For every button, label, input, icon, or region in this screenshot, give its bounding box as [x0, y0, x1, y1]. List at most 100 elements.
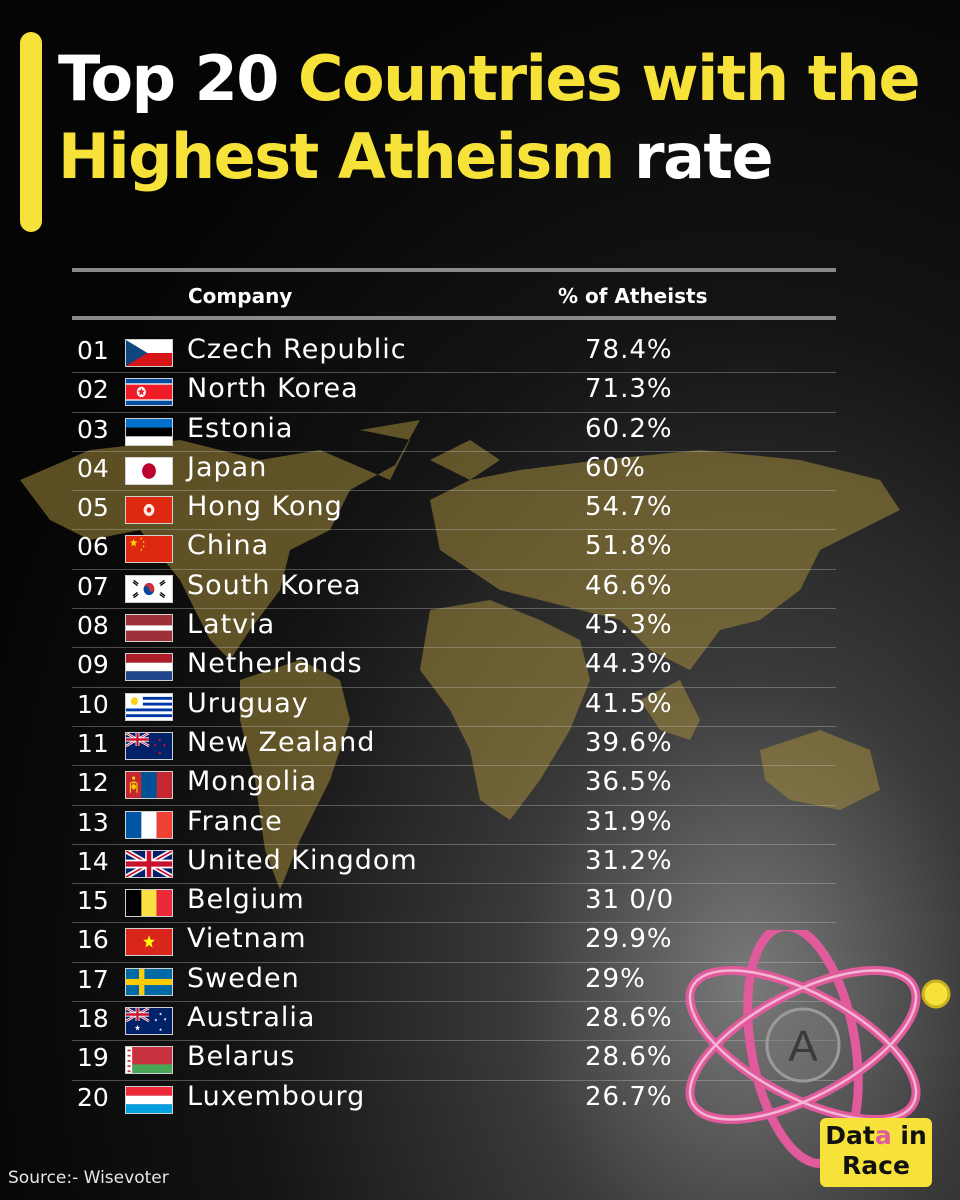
row-country: Mongolia: [187, 766, 318, 798]
row-rank: 14: [77, 846, 109, 876]
row-country: New Zealand: [187, 726, 376, 758]
row-value: 45.3%: [585, 610, 673, 641]
table-row: 17 Sweden 29%: [72, 962, 836, 1003]
table-row: 03 Estonia 60.2%: [72, 413, 836, 452]
title-part-3: Highest Atheism: [58, 120, 615, 193]
row-value: 31 0/0: [585, 885, 675, 916]
row-rank: 05: [77, 493, 109, 523]
table-row: 15 Belgium 31 0/0: [72, 884, 836, 924]
table-row: 10 Uruguay 41.5%: [72, 688, 836, 727]
row-country: Estonia: [187, 412, 294, 444]
row-value: 26.7%: [585, 1081, 673, 1112]
world-map-icon: [20, 420, 900, 890]
flag-estonia-icon: [125, 417, 173, 446]
row-country: Japan: [187, 451, 268, 483]
atom-logo-icon: A: [685, 930, 951, 1169]
row-value: 28.6%: [585, 1003, 673, 1034]
atheism-table: Company % of Atheists 01 Czech Republic 78…: [72, 268, 836, 1114]
row-value: 39.6%: [585, 727, 673, 758]
flag-northkorea-icon: [125, 378, 173, 407]
row-country: South Korea: [187, 569, 362, 601]
row-country: North Korea: [187, 373, 359, 405]
flag-czech-icon: [125, 339, 173, 367]
table-row: 11 New Zealand 39.6%: [72, 726, 836, 767]
flag-vietnam-icon: [125, 928, 173, 957]
table-row: 18 Australia 28.6%: [72, 1002, 836, 1042]
row-rank: 18: [77, 1004, 109, 1034]
row-rank: 17: [77, 964, 109, 994]
page-title: Top 20 Countries with the Highest Atheis…: [58, 40, 948, 196]
row-value: 46.6%: [585, 570, 673, 601]
row-country: Belarus: [187, 1041, 296, 1073]
row-rank: 09: [77, 650, 109, 680]
row-value: 60%: [585, 452, 646, 483]
table-row: 14 United Kingdom 31.2%: [72, 844, 836, 885]
brand-line2: Race: [842, 1151, 910, 1180]
row-value: 29%: [585, 963, 646, 994]
row-country: United Kingdom: [187, 844, 418, 876]
table-row: 01 Czech Republic 78.4%: [72, 334, 836, 374]
row-rank: 19: [77, 1043, 109, 1073]
table-header-rule: [72, 316, 836, 320]
flag-france-icon: [125, 810, 173, 839]
table-row: 19 Belarus 28.6%: [72, 1041, 836, 1081]
row-rank: 16: [77, 925, 109, 955]
flag-netherlands-icon: [125, 653, 173, 682]
flag-latvia-icon: [125, 614, 173, 643]
table-row: 02 North Korea 71.3%: [72, 373, 836, 413]
table-row: 12 Mongolia 36.5%: [72, 766, 836, 806]
row-value: 31.9%: [585, 806, 673, 837]
row-country: Netherlands: [187, 648, 363, 680]
row-rank: 10: [77, 689, 109, 719]
row-rank: 11: [77, 728, 109, 758]
row-value: 36.5%: [585, 767, 673, 798]
flag-uk-icon: [125, 849, 173, 878]
row-country: Uruguay: [187, 687, 309, 719]
row-value: 41.5%: [585, 688, 673, 719]
row-rank: 08: [77, 611, 109, 641]
flag-australia-icon: [125, 1007, 173, 1036]
row-rank: 03: [77, 414, 109, 444]
table-rows: 01 Czech Republic 78.4% 02 North Korea 71.3% 0…: [72, 334, 836, 1119]
title-part-2: Countries with the: [297, 42, 921, 115]
row-value: 51.8%: [585, 531, 673, 562]
flag-southkorea-icon: [125, 574, 173, 603]
flag-belgium-icon: [125, 889, 173, 918]
row-country: Belgium: [187, 884, 305, 916]
flag-newzealand-icon: [125, 731, 173, 760]
table-header: Company % of Atheists: [72, 272, 836, 316]
row-rank: 06: [77, 532, 109, 562]
row-rank: 04: [77, 453, 109, 483]
title-part-4: rate: [613, 120, 774, 193]
brand-line1-c: in: [891, 1121, 927, 1150]
row-rank: 07: [77, 571, 109, 601]
table-row: 16 Vietnam 29.9%: [72, 923, 836, 963]
row-rank: 12: [77, 768, 109, 798]
column-header-value: % of Atheists: [558, 284, 708, 308]
row-value: 71.3%: [585, 374, 673, 405]
row-rank: 20: [77, 1082, 109, 1112]
table-row: 08 Latvia 45.3%: [72, 609, 836, 649]
row-rank: 01: [77, 336, 109, 365]
table-row: 07 South Korea 46.6%: [72, 569, 836, 610]
table-top-rule: [72, 268, 836, 272]
row-country: Latvia: [187, 609, 276, 641]
column-header-country: Company: [188, 284, 293, 308]
row-value: 78.4%: [585, 335, 673, 365]
row-value: 44.3%: [585, 649, 673, 680]
brand-badge: Data in Race: [820, 1118, 932, 1187]
row-rank: 02: [77, 375, 109, 405]
table-row: 13 France 31.9%: [72, 806, 836, 845]
row-value: 31.2%: [585, 845, 673, 876]
row-country: Sweden: [187, 962, 300, 994]
logo-letter: A: [788, 1022, 818, 1071]
title-accent-bar: [20, 32, 42, 232]
row-country: China: [187, 530, 270, 562]
table-row: 04 Japan 60%: [72, 451, 836, 492]
flag-china-icon: [125, 535, 173, 564]
row-country: Vietnam: [187, 923, 307, 955]
title-part-1: Top 20: [58, 42, 298, 115]
flag-mongolia-icon: [125, 771, 173, 800]
row-value: 54.7%: [585, 492, 673, 523]
row-value: 60.2%: [585, 413, 673, 444]
